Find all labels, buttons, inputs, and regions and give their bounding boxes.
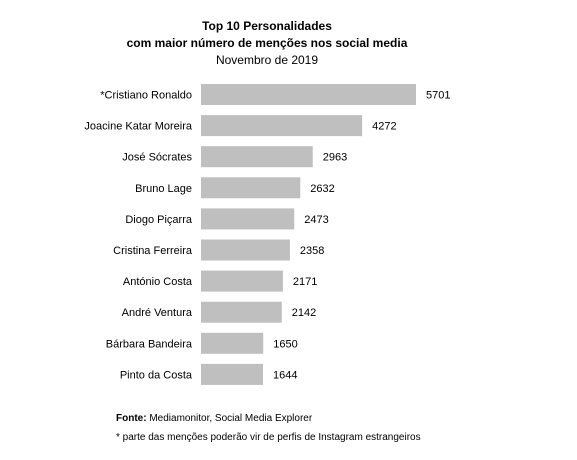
source-note: Fonte: Mediamonitor, Social Media Explor… (116, 413, 312, 424)
category-label-2: Joacine Katar Moreira (84, 121, 192, 133)
chart-title-line-1: Top 10 Personalidades (202, 19, 332, 33)
bar-2 (201, 115, 363, 137)
bar-8 (201, 301, 282, 323)
category-label-6: Cristina Ferreira (113, 245, 193, 257)
chart-title-line-2: com maior número de menções nos social m… (127, 36, 408, 50)
value-label-9: 1650 (273, 338, 297, 350)
category-label-9: Bárbara Bandeira (106, 338, 193, 350)
value-label-2: 4272 (372, 121, 396, 133)
category-label-4: Bruno Lage (135, 183, 192, 195)
category-label-10: Pinto da Costa (120, 369, 193, 381)
value-label-3: 2963 (323, 152, 347, 164)
source-text: Mediamonitor, Social Media Explorer (149, 413, 313, 424)
bar-1 (201, 84, 416, 105)
value-label-8: 2142 (292, 307, 316, 319)
bars-group: *Cristiano Ronaldo 5701 Joacine Katar More… (84, 84, 450, 385)
value-label-4: 2632 (310, 183, 334, 195)
category-label-7: António Costa (123, 276, 193, 288)
value-label-10: 1644 (273, 369, 297, 381)
bar-4 (201, 177, 301, 199)
bar-10 (201, 363, 263, 385)
category-label-3: José Sócrates (122, 152, 192, 164)
bar-7 (201, 270, 283, 292)
chart-subtitle: Novembro de 2019 (216, 53, 318, 67)
value-label-7: 2171 (293, 276, 317, 288)
bar-9 (201, 332, 264, 354)
bar-3 (201, 146, 313, 168)
category-label-5: Diogo Piçarra (125, 214, 193, 226)
bar-5 (201, 208, 295, 230)
value-label-1: 5701 (426, 90, 450, 102)
footnote: * parte das menções poderão vir de perfi… (116, 432, 421, 443)
source-label: Fonte: (116, 413, 147, 424)
value-label-5: 2473 (304, 214, 328, 226)
bar-6 (201, 239, 290, 261)
category-label-8: André Ventura (122, 307, 193, 319)
value-label-6: 2358 (300, 245, 324, 257)
category-label-1: *Cristiano Ronaldo (100, 90, 192, 102)
